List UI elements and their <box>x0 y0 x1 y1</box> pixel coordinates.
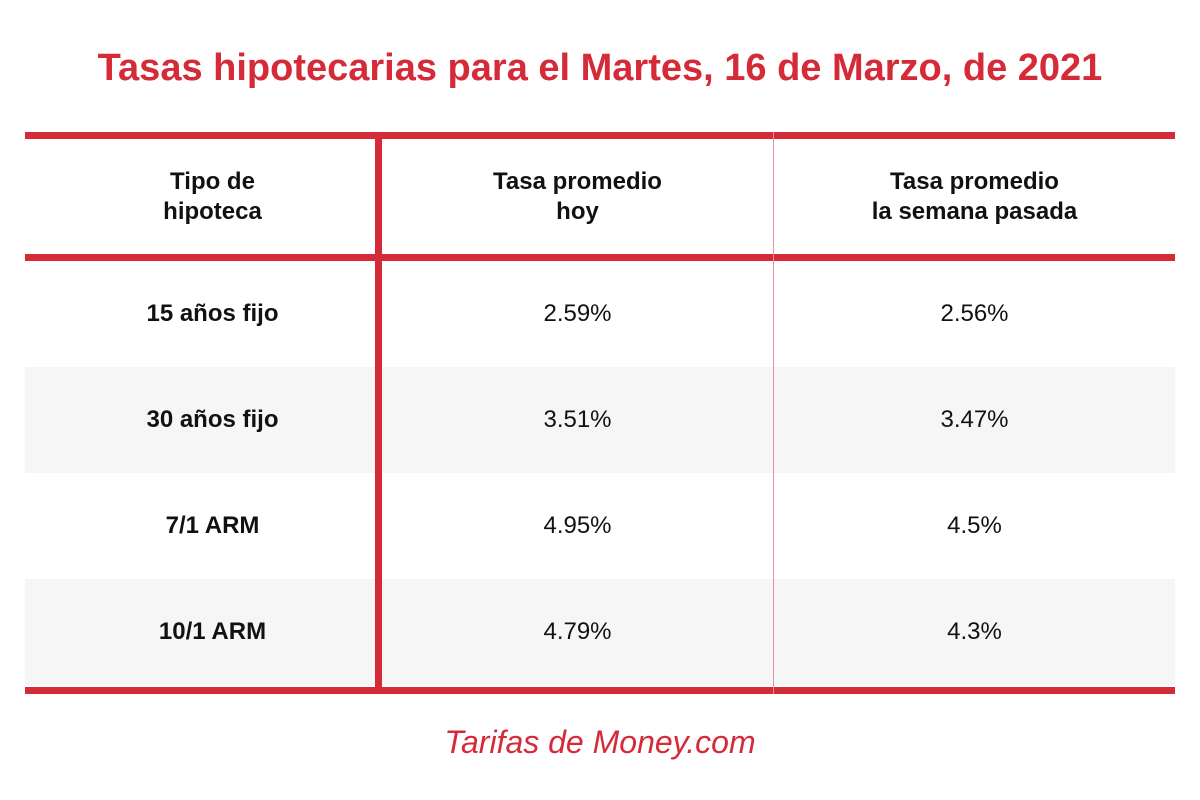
table-column-divider <box>773 132 774 694</box>
chart-title: Tasas hipotecarias para el Martes, 16 de… <box>97 47 1103 89</box>
mortgage-type-cell: 10/1 ARM <box>158 618 267 645</box>
table-bottom-rule <box>25 687 1175 694</box>
rate-last-week-cell: 2.56% <box>940 300 1009 327</box>
rate-last-week-cell: 4.3% <box>947 618 1002 645</box>
header-line: hoy <box>556 197 599 225</box>
table-row: 15 años fijo 2.59% 2.56% <box>25 261 1175 367</box>
mortgage-type-cell: 7/1 ARM <box>165 512 260 539</box>
rate-today-cell: 4.95% <box>543 512 612 539</box>
rate-today-cell: 3.51% <box>543 406 612 433</box>
table-column-divider <box>375 132 382 694</box>
header-rate-today: Tasa promedio hoy <box>382 139 773 254</box>
header-line: la semana pasada <box>871 197 1078 225</box>
table-row: 7/1 ARM 4.95% 4.5% <box>25 473 1175 579</box>
mortgage-type-cell: 15 años fijo <box>146 300 279 327</box>
table-row: 30 años fijo 3.51% 3.47% <box>25 367 1175 473</box>
mortgage-type-cell: 30 años fijo <box>146 406 279 433</box>
table-top-rule <box>25 132 1175 139</box>
header-line: Tasa promedio <box>493 167 662 195</box>
header-rate-last-week: Tasa promedio la semana pasada <box>774 139 1175 254</box>
rates-table: 15 años fijo 2.59% 2.56% 30 años fijo 3.… <box>25 132 1175 695</box>
source-credit: Tarifas de Money.com <box>444 724 756 760</box>
header-line: Tasa promedio <box>890 167 1059 195</box>
rate-last-week-cell: 4.5% <box>947 512 1002 539</box>
header-line: hipoteca <box>163 197 262 225</box>
rate-today-cell: 4.79% <box>543 618 612 645</box>
header-mortgage-type: Tipo de hipoteca <box>25 139 400 254</box>
table-header-rule <box>25 254 1175 261</box>
header-line: Tipo de <box>170 167 255 195</box>
rate-last-week-cell: 3.47% <box>940 406 1009 433</box>
rate-today-cell: 2.59% <box>543 300 612 327</box>
table-row: 10/1 ARM 4.79% 4.3% <box>25 579 1175 685</box>
